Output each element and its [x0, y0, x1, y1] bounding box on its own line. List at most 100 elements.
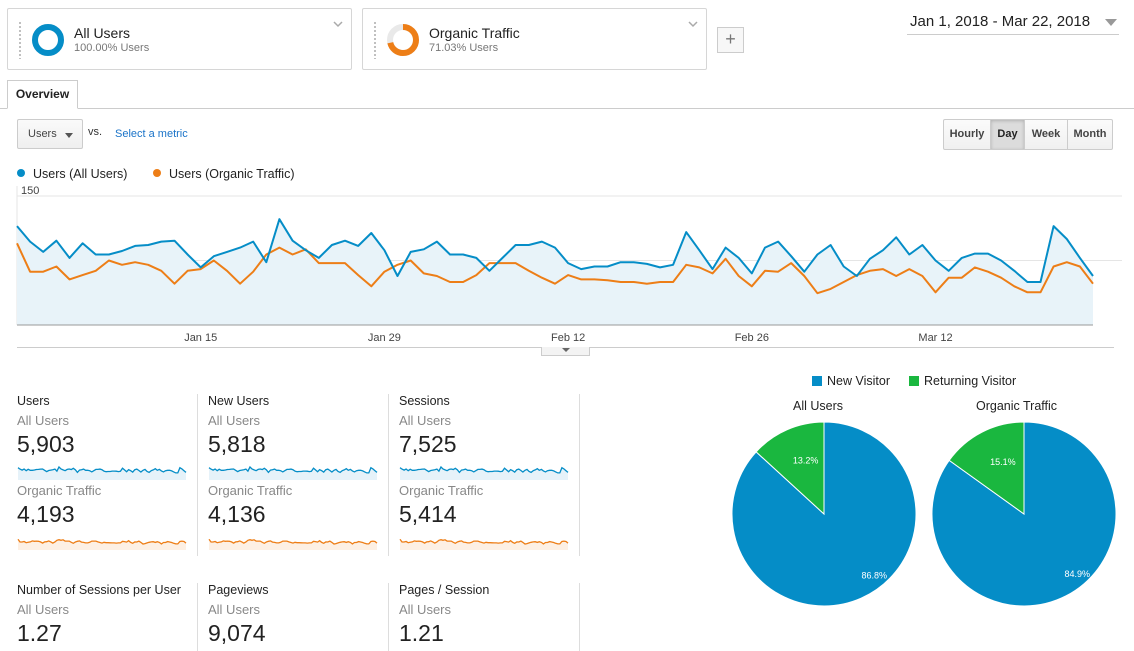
- legend-label: Users (Organic Traffic): [169, 167, 295, 181]
- scorecard-value: 4,193: [17, 501, 75, 527]
- granularity-week-button[interactable]: Week: [1024, 119, 1068, 150]
- sparkline-line: [399, 538, 569, 545]
- scorecard-divider: [388, 394, 389, 556]
- date-range-label: Jan 1, 2018 - Mar 22, 2018: [910, 13, 1091, 30]
- granularity-hourly-button[interactable]: Hourly: [943, 119, 991, 150]
- pie-slice-returning-visitor[interactable]: [755, 421, 825, 516]
- scorecard-segment: All Users: [17, 413, 70, 428]
- pie-label-new: 86.8%: [861, 571, 887, 581]
- pie-chart-organic-traffic[interactable]: 15.1% 84.9%: [929, 419, 1119, 609]
- sparkline-line: [399, 465, 569, 474]
- drag-handle-icon[interactable]: [373, 21, 377, 59]
- scorecard-segment: All Users: [399, 413, 452, 428]
- tab-overview[interactable]: Overview: [7, 80, 78, 109]
- scorecard-segment: Organic Traffic: [208, 483, 293, 498]
- scorecard-value: 1.21: [399, 620, 444, 646]
- y-tick-label: 150: [21, 185, 39, 197]
- scorecard-value: 5,903: [17, 431, 75, 457]
- scorecard-value: 4,136: [208, 501, 266, 527]
- pie-chart-all-users[interactable]: 13.2% 86.8%: [729, 419, 919, 609]
- legend-item-all-users[interactable]: Users (All Users): [17, 167, 127, 181]
- scorecard-value: 5,818: [208, 431, 266, 457]
- scorecard-segment: Organic Traffic: [17, 483, 102, 498]
- legend-dot: [17, 169, 25, 177]
- chevron-down-icon[interactable]: [688, 19, 698, 29]
- scorecard-pages-per-session[interactable]: Pages / Session All Users 1.21: [399, 583, 579, 648]
- legend-dot: [153, 169, 161, 177]
- area-fill-all-users: [17, 219, 1093, 325]
- vs-label: vs.: [88, 126, 103, 138]
- scorecard-title: Number of Sessions per User: [17, 583, 181, 597]
- pie-label-new: 84.9%: [1064, 569, 1090, 579]
- scorecard-sessions[interactable]: Sessions All Users 7,525 Organic Traffic…: [399, 394, 579, 551]
- legend-label: New Visitor: [827, 374, 890, 388]
- series-line-organic-traffic[interactable]: [16, 242, 1094, 295]
- scorecard-title: New Users: [208, 394, 270, 408]
- scorecard-pageviews[interactable]: Pageviews All Users 9,074: [208, 583, 388, 648]
- legend-item-organic-traffic[interactable]: Users (Organic Traffic): [153, 167, 295, 181]
- scorecard-title: Pageviews: [208, 583, 269, 597]
- x-tick-label: Feb 12: [551, 332, 585, 344]
- drag-handle-icon[interactable]: [18, 21, 22, 59]
- pie-slice-new-visitor[interactable]: [931, 421, 1117, 607]
- legend-swatch: [909, 376, 919, 386]
- series-line-all-users[interactable]: [16, 218, 1094, 283]
- caret-down-icon: [1105, 19, 1117, 26]
- sparkline-line: [17, 538, 187, 545]
- segment-percentage: 100.00% Users: [74, 42, 150, 54]
- x-tick-label: Mar 12: [918, 332, 952, 344]
- scorecard-segment: Organic Traffic: [399, 483, 484, 498]
- scorecard-divider: [197, 583, 198, 651]
- pie-title-all-users: All Users: [793, 399, 844, 413]
- caret-down-icon: [562, 348, 570, 352]
- scorecard-segment: All Users: [399, 602, 452, 617]
- legend-swatch: [812, 376, 822, 386]
- sparkline: [17, 538, 187, 550]
- sparkline-fill: [18, 539, 186, 550]
- scorecard-value: 7,525: [399, 431, 457, 457]
- legend-label: Returning Visitor: [924, 374, 1017, 388]
- scorecard-title: Sessions: [399, 394, 450, 408]
- add-segment-button[interactable]: +: [717, 27, 744, 53]
- select-metric-link[interactable]: Select a metric: [115, 128, 188, 140]
- sparkline-line: [17, 465, 187, 474]
- sparkline-fill: [400, 539, 568, 550]
- x-tick-label: Jan 15: [184, 332, 217, 344]
- segment-title: All Users: [74, 25, 131, 41]
- metric-dropdown-value: Users: [28, 128, 57, 140]
- sparkline: [399, 538, 569, 550]
- pie-legend-new-visitor[interactable]: New Visitor: [812, 374, 890, 388]
- sparkline: [399, 465, 569, 480]
- metric-dropdown[interactable]: Users: [17, 119, 83, 149]
- granularity-day-button[interactable]: Day: [990, 119, 1025, 150]
- pie-slice-returning-visitor[interactable]: [948, 421, 1025, 515]
- caret-down-icon: [65, 133, 73, 138]
- pie-legend-returning-visitor[interactable]: Returning Visitor: [909, 374, 1016, 388]
- tab-divider: [0, 108, 1134, 109]
- scorecard-segment: All Users: [17, 602, 70, 617]
- segment-card-organic-traffic[interactable]: Organic Traffic 71.03% Users: [362, 8, 707, 70]
- chart-collapse-toggle[interactable]: [541, 347, 590, 356]
- segment-title: Organic Traffic: [429, 25, 520, 41]
- chevron-down-icon[interactable]: [333, 19, 343, 29]
- scorecard-segment: All Users: [208, 413, 261, 428]
- scorecard-divider: [197, 394, 198, 556]
- scorecard-new-users[interactable]: New Users All Users 5,818 Organic Traffi…: [208, 394, 388, 551]
- scorecard-sessions-per-user[interactable]: Number of Sessions per User All Users 1.…: [17, 583, 197, 648]
- granularity-month-button[interactable]: Month: [1067, 119, 1113, 150]
- x-tick-label: Feb 26: [735, 332, 769, 344]
- date-range-picker[interactable]: Jan 1, 2018 - Mar 22, 2018: [907, 11, 1119, 35]
- scorecard-users[interactable]: Users All Users 5,903 Organic Traffic 4,…: [17, 394, 197, 551]
- segment-card-all-users[interactable]: All Users 100.00% Users: [7, 8, 352, 70]
- scorecard-value: 1.27: [17, 620, 62, 646]
- scorecard-divider: [388, 583, 389, 651]
- scorecard-title: Pages / Session: [399, 583, 490, 597]
- sparkline-line: [208, 465, 378, 474]
- sparkline: [208, 538, 378, 550]
- scorecard-divider: [579, 583, 580, 651]
- pie-title-organic-traffic: Organic Traffic: [976, 399, 1058, 413]
- scorecard-value: 9,074: [208, 620, 266, 646]
- sparkline: [208, 465, 378, 480]
- sparkline-fill: [209, 539, 377, 550]
